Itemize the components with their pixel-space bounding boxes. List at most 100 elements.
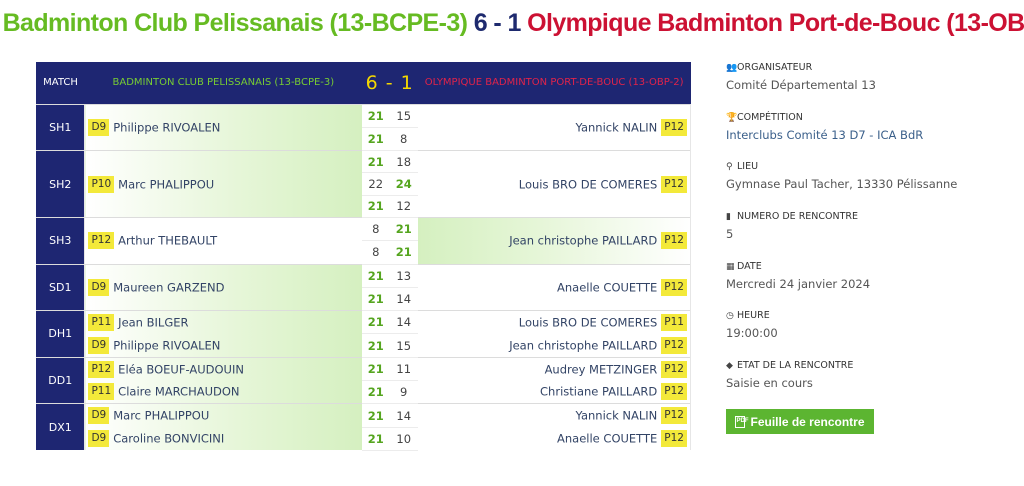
header-match: MATCH	[36, 62, 85, 104]
info-block: 👥ORGANISATEUR Comité Départemental 13	[726, 61, 1016, 111]
info-label-text: COMPÉTITION	[737, 111, 803, 123]
player-name[interactable]: Claire MARCHAUDON	[118, 384, 240, 399]
info-label: ⚲ LIEU	[726, 160, 1016, 174]
away-player-cell: Yannick NALIN P12	[417, 403, 691, 428]
info-label-text: DATE	[737, 260, 762, 272]
set-score-away: 21	[389, 216, 418, 242]
player-name[interactable]: Jean christophe PAILLARD	[509, 233, 658, 248]
set-score-away: 18	[389, 150, 418, 174]
rank-badge: P10	[88, 175, 115, 193]
set-score-away: 9	[389, 380, 418, 405]
table-row: 22 24	[36, 172, 691, 196]
home-player-cell: P11 Claire MARCHAUDON	[84, 380, 362, 404]
home-player-cell: P12 Arthur THEBAULT	[84, 216, 362, 265]
info-label: ▦ DATE	[726, 260, 1016, 274]
set-score-home: 21	[361, 333, 390, 358]
match-category: SH3	[36, 216, 85, 265]
player-name[interactable]: Maureen GARZEND	[113, 280, 225, 295]
set-score-home: 21	[361, 263, 390, 288]
table-row: D9 Philippe RIVOALEN 21 15 Jean christophe P…	[36, 333, 691, 358]
home-player-cell: D9 Maureen GARZEND	[84, 263, 362, 311]
rank-badge: P12	[661, 336, 687, 354]
table-row: SH3 P12 Arthur THEBAULT 8 21 Jean christophe …	[36, 216, 691, 265]
header-score: 6 - 1	[361, 62, 418, 104]
rank-badge: D9	[88, 430, 110, 448]
player-name[interactable]: Yannick NALIN	[575, 120, 658, 135]
set-score-home: 21	[361, 427, 390, 451]
info-value: 5	[726, 227, 734, 242]
set-score-away: 10	[389, 427, 418, 451]
set-score-away: 14	[389, 287, 418, 312]
set-score-home: 22	[361, 172, 390, 196]
competition-link[interactable]: Interclubs Comité 13 D7 - ICA BdR	[726, 127, 924, 142]
set-score-home: 8	[361, 240, 390, 265]
trophy-icon: 🏆	[726, 112, 738, 123]
set-score-home: 21	[361, 150, 390, 174]
player-name[interactable]: Marc PHALIPPOU	[118, 177, 215, 192]
table-row: D9 Caroline BONVICINI 21 10 Anaelle COUETTE P…	[36, 427, 691, 451]
rank-badge: P12	[661, 383, 687, 401]
away-team-title: Olympique Badminton Port-de-Bouc (13-OBP…	[527, 9, 1024, 37]
page-title: Badminton Club Pelissanais (13-BCPE-3) 6…	[0, 9, 1024, 38]
player-name[interactable]: Arthur THEBAULT	[118, 233, 218, 248]
player-name[interactable]: Louis BRO DE COMERES	[518, 177, 658, 192]
info-value: Gymnase Paul Tacher, 13330 Pélissanne	[726, 177, 958, 192]
set-score-home: 21	[361, 127, 390, 152]
player-name[interactable]: Anaelle COUETTE	[557, 431, 658, 446]
player-name[interactable]: Philippe RIVOALEN	[113, 120, 221, 135]
table-row: DD1 P12 Eléa BOEUF-AUDOUIN 21 11 Audrey METZI…	[36, 356, 691, 404]
info-label: 👥ORGANISATEUR	[726, 61, 1016, 75]
set-score-away: 15	[389, 103, 418, 128]
info-label-text: ORGANISATEUR	[737, 62, 813, 73]
info-label-text: LIEU	[737, 161, 759, 173]
rank-badge: P12	[661, 232, 687, 250]
away-player-cell: Christiane PAILLARD P12	[417, 380, 691, 404]
set-score-home: 8	[361, 216, 390, 242]
player-name[interactable]: Eléa BOEUF-AUDOUIN	[118, 362, 244, 377]
header-home-team: BADMINTON CLUB PELISSANAIS (13-BCPE-3)	[84, 62, 362, 104]
rank-badge: P12	[661, 118, 687, 136]
rank-badge: P12	[661, 360, 687, 378]
rank-badge: D9	[88, 407, 110, 425]
table-row: SH1 D9 Philippe RIVOALEN 21 15 Yannick NALIN P…	[36, 103, 691, 151]
set-score-home: 21	[361, 195, 390, 218]
player-name[interactable]: Yannick NALIN	[575, 408, 658, 423]
rank-badge: P11	[88, 314, 115, 332]
home-player-cell: P10 Marc PHALIPPOU	[84, 150, 362, 218]
player-name[interactable]: Anaelle COUETTE	[557, 280, 658, 295]
match-sheet-label: Feuille de rencontre	[750, 414, 865, 429]
match-info-panel: 👥ORGANISATEUR Comité Départemental 13 🏆COM…	[726, 61, 1016, 409]
rank-badge: P12	[661, 430, 687, 448]
info-label-text: ETAT DE LA RENCONTRE	[737, 360, 854, 372]
table-row: DX1 D9 Marc PHALIPPOU 21 14 Yannick NALIN P12	[36, 403, 691, 451]
player-name[interactable]: Marc PHALIPPOU	[113, 408, 210, 423]
match-sheet-button[interactable]: PDF Feuille de rencontre	[726, 409, 874, 434]
player-name[interactable]: Jean christophe PAILLARD	[509, 338, 658, 353]
player-name[interactable]: Audrey METZINGER	[544, 362, 658, 377]
table-header-row: MATCH BADMINTON CLUB PELISSANAIS (13-BCP…	[36, 62, 691, 104]
player-name[interactable]: Caroline BONVICINI	[113, 431, 225, 446]
rank-badge: P12	[661, 407, 687, 425]
rank-badge: P11	[661, 314, 687, 332]
info-block: 🏆COMPÉTITION Interclubs Comité 13 D7 - IC…	[726, 111, 1016, 161]
player-name[interactable]: Philippe RIVOALEN	[113, 338, 221, 353]
rank-badge: P12	[88, 360, 115, 378]
home-player-cell: D9 Philippe RIVOALEN	[84, 103, 362, 151]
match-score-title: 6 - 1	[473, 9, 522, 37]
player-name[interactable]: Louis BRO DE COMERES	[518, 315, 658, 330]
set-score-away: 14	[389, 403, 418, 428]
table-row: SH2 P10 Marc PHALIPPOU 21 18 Louis BRO DE COM…	[36, 150, 691, 218]
home-player-cell: P12 Eléa BOEUF-AUDOUIN	[84, 356, 362, 381]
away-player-cell: Jean christophe PAILLARD P12	[417, 216, 691, 265]
tag-icon: ◆	[726, 361, 733, 372]
match-category: DD1	[36, 356, 85, 404]
match-category: SH1	[36, 103, 85, 151]
player-name[interactable]: Christiane PAILLARD	[540, 384, 658, 399]
set-score-away: 8	[389, 127, 418, 152]
match-results-table: MATCH BADMINTON CLUB PELISSANAIS (13-BCP…	[36, 62, 691, 451]
set-score-away: 15	[389, 333, 418, 358]
set-score-home: 21	[361, 287, 390, 312]
match-category: DH1	[36, 310, 85, 358]
player-name[interactable]: Jean BILGER	[118, 315, 189, 330]
rank-badge: P12	[661, 278, 687, 296]
